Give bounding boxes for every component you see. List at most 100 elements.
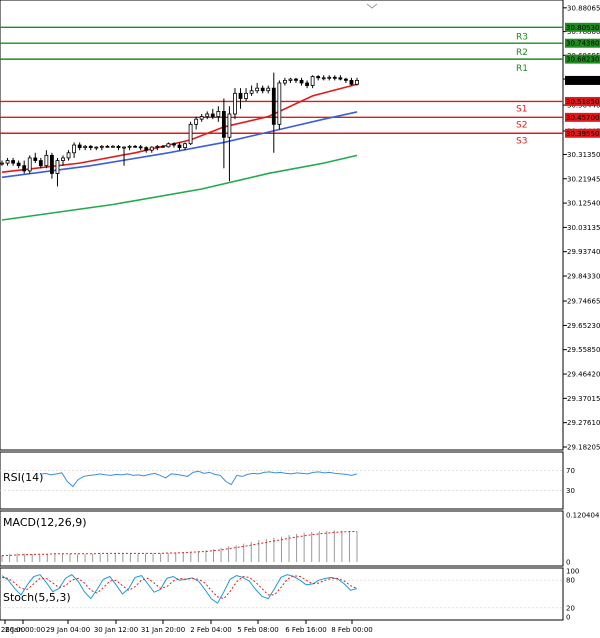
candle-body <box>305 82 309 86</box>
candle-body <box>194 118 199 125</box>
level-name-r3: R3 <box>516 32 528 42</box>
price-tick-label: 29.74665 <box>567 298 600 306</box>
candle-body <box>149 146 154 151</box>
level-tag-s3 <box>565 128 600 138</box>
level-name-r2: R2 <box>516 48 528 58</box>
candle-body <box>210 113 215 117</box>
macd-tick-label: 0 <box>566 559 570 567</box>
rsi-tick-label: 70 <box>566 467 575 475</box>
candle-body <box>260 87 265 92</box>
price-tick-label: 30.31350 <box>567 151 600 159</box>
level-value-s2: 30.45700 <box>566 114 599 122</box>
candle-body <box>116 145 121 149</box>
level-tag-s1 <box>565 96 600 106</box>
candle-body <box>155 145 160 148</box>
price-tick-label: 29.65230 <box>567 322 600 330</box>
candle-body <box>282 79 287 84</box>
candle-body <box>166 143 171 148</box>
time-tick-label: 5 Feb 08:00 <box>237 626 278 634</box>
macd-signal-line <box>1 531 357 557</box>
candle-body <box>332 76 337 79</box>
ma-slow-line <box>1 154 358 221</box>
time-tick-label: 26 Jan 00:00 <box>1 626 45 634</box>
level-name-s2: S2 <box>516 120 527 130</box>
stoch-main-line <box>1 574 358 604</box>
price-tick-label: 29.27610 <box>567 419 600 427</box>
price-tick-label: 29.46420 <box>567 371 600 379</box>
macd-label: MACD(12,26,9) <box>3 516 87 529</box>
level-name-s1: S1 <box>516 104 527 114</box>
price-tick-label: 30.88065 <box>567 4 600 12</box>
level-value-r3: 30.80530 <box>566 24 599 32</box>
time-tick-label: 6 Feb 16:00 <box>285 626 326 634</box>
level-value-s3: 30.39550 <box>566 130 599 138</box>
candle-body <box>160 145 165 148</box>
candle-body <box>188 123 193 145</box>
candle-body <box>244 92 248 99</box>
ma-fast-line <box>1 83 358 173</box>
candle-body <box>33 157 38 161</box>
current-price-value: 30.59986 <box>566 77 600 85</box>
candle-body <box>255 87 260 92</box>
candle-body <box>50 154 54 174</box>
price-axis: 30.8806530.7888030.6969530.6051030.50440… <box>563 4 600 451</box>
level-tag-s2 <box>565 112 600 122</box>
candle-body <box>133 145 138 148</box>
rsi-axis: 70 30 <box>0 467 575 495</box>
level-tag-r3 <box>565 22 600 32</box>
time-tick-label: 8 Feb 00:00 <box>331 626 372 634</box>
candle-body <box>88 145 93 149</box>
candle-body <box>172 143 176 146</box>
price-tick-label: 30.78880 <box>567 28 600 36</box>
candle-body <box>355 79 359 85</box>
candle-body <box>138 146 143 149</box>
macd-axis: 0.120404 0 <box>566 512 600 567</box>
candle-body <box>111 145 115 148</box>
stoch-label: Stoch(5,5,3) <box>3 591 71 604</box>
price-tick-label: 29.18205 <box>567 443 600 451</box>
macd-panel[interactable]: MACD(12,26,9) 0.120404 0 <box>0 510 600 567</box>
candle-body <box>327 76 332 79</box>
candle-body <box>66 152 71 159</box>
candle-body <box>271 87 276 125</box>
price-tick-label: 30.03135 <box>567 224 600 232</box>
scroll-marker-icon <box>366 3 378 9</box>
price-panel[interactable]: 30.8806530.7888030.6969530.6051030.50440… <box>0 0 600 451</box>
candle-body <box>122 146 126 149</box>
candle-body <box>105 145 110 148</box>
rsi-line <box>39 470 358 488</box>
candle-body <box>321 77 326 80</box>
candle-body <box>338 77 343 80</box>
candle-body <box>316 76 321 79</box>
stoch-tick-label: 100 <box>566 568 579 576</box>
level-value-s1: 30.51850 <box>566 98 599 106</box>
price-tick-label: 29.84330 <box>567 273 600 281</box>
time-tick-label: 2 Feb 04:00 <box>190 626 231 634</box>
candle-body <box>38 160 43 167</box>
candle-body <box>83 145 88 149</box>
candle-body <box>0 162 4 165</box>
time-tick-label: 29 Jan 04:00 <box>46 626 90 634</box>
time-tick-label: 30 Jan 12:00 <box>94 626 138 634</box>
candle-body <box>199 116 204 120</box>
level-tag-r2 <box>565 38 600 48</box>
rsi-label: RSI(14) <box>3 471 43 484</box>
level-value-r2: 30.74380 <box>566 40 599 48</box>
level-name-s3: S3 <box>516 136 527 146</box>
macd-tick-label: 0.120404 <box>566 512 600 520</box>
candle-body <box>310 76 315 86</box>
rsi-panel[interactable]: RSI(14) 70 30 <box>0 451 575 510</box>
candle-body <box>221 111 226 138</box>
candle-body <box>22 165 27 172</box>
candle-body <box>55 160 60 174</box>
level-tag-r1 <box>565 54 600 64</box>
candle-body <box>266 87 271 92</box>
candle-body <box>27 157 32 172</box>
price-tick-label: 29.37015 <box>567 395 600 403</box>
candle-body <box>249 90 254 94</box>
level-value-r1: 30.68230 <box>566 56 599 64</box>
